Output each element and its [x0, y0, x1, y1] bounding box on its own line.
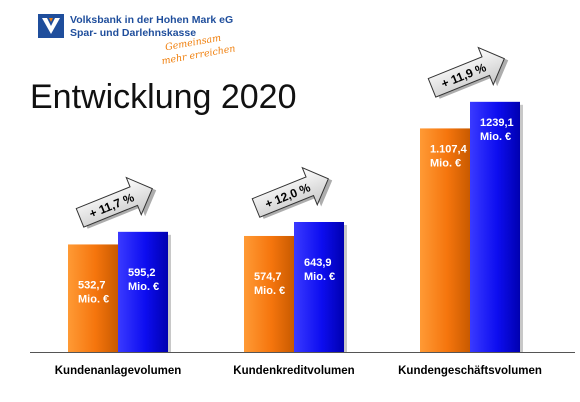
bar-value-line: 1.107,4 [430, 143, 468, 155]
arrow-shape [427, 46, 505, 98]
bar-value-label: 532,7 Mio. € [78, 279, 109, 305]
bar-value-line: 1239,1 [480, 117, 514, 129]
bar-value-line: Mio. € [480, 131, 511, 143]
volksbank-logo-icon [38, 14, 64, 38]
change-arrow: + 11,9 % [427, 46, 509, 99]
category-label: Kundengeschäftsvolumen [398, 365, 542, 377]
bar-2020 [294, 221, 344, 352]
bar-value-line: 595,2 [128, 267, 156, 279]
bar-value-line: 643,9 [304, 257, 332, 269]
bar-value-line: 532,7 [78, 279, 106, 291]
bar-2020 [118, 231, 168, 352]
arrow-shape [251, 166, 329, 218]
bar-2019 [420, 128, 470, 352]
category-label: Kundenkreditvolumen [233, 365, 354, 377]
bar-value-line: Mio. € [304, 271, 335, 283]
bar-value-label: 595,2 Mio. € [128, 267, 159, 293]
bar-value-line: Mio. € [128, 281, 159, 293]
logo-accent [49, 18, 53, 22]
bank-subtitle: Spar- und Darlehnskasse [70, 27, 197, 39]
bar-2019 [68, 244, 118, 352]
bar-2019 [244, 235, 294, 352]
bar-2020 [470, 101, 520, 352]
bar-value-line: 574,7 [254, 271, 282, 283]
bar-value-label: 1239,1 Mio. € [480, 117, 514, 143]
bar-value-label: 1.107,4 Mio. € [430, 143, 468, 169]
change-arrow: + 11,7 % [75, 176, 157, 229]
arrow-shape [75, 176, 153, 228]
logo-mark [42, 18, 60, 34]
chart-title: Entwicklung 2020 [30, 78, 297, 116]
bar-value-label: 643,9 Mio. € [304, 257, 335, 283]
change-arrow: + 12,0 % [251, 166, 333, 219]
bar-value-line: Mio. € [430, 157, 461, 169]
category-label: Kundenanlagevolumen [55, 365, 182, 377]
bar-value-label: 574,7 Mio. € [254, 271, 285, 297]
bar-value-line: Mio. € [254, 285, 285, 297]
bar-value-line: Mio. € [78, 293, 109, 305]
bank-name: Volksbank in der Hohen Mark eG [70, 14, 234, 26]
